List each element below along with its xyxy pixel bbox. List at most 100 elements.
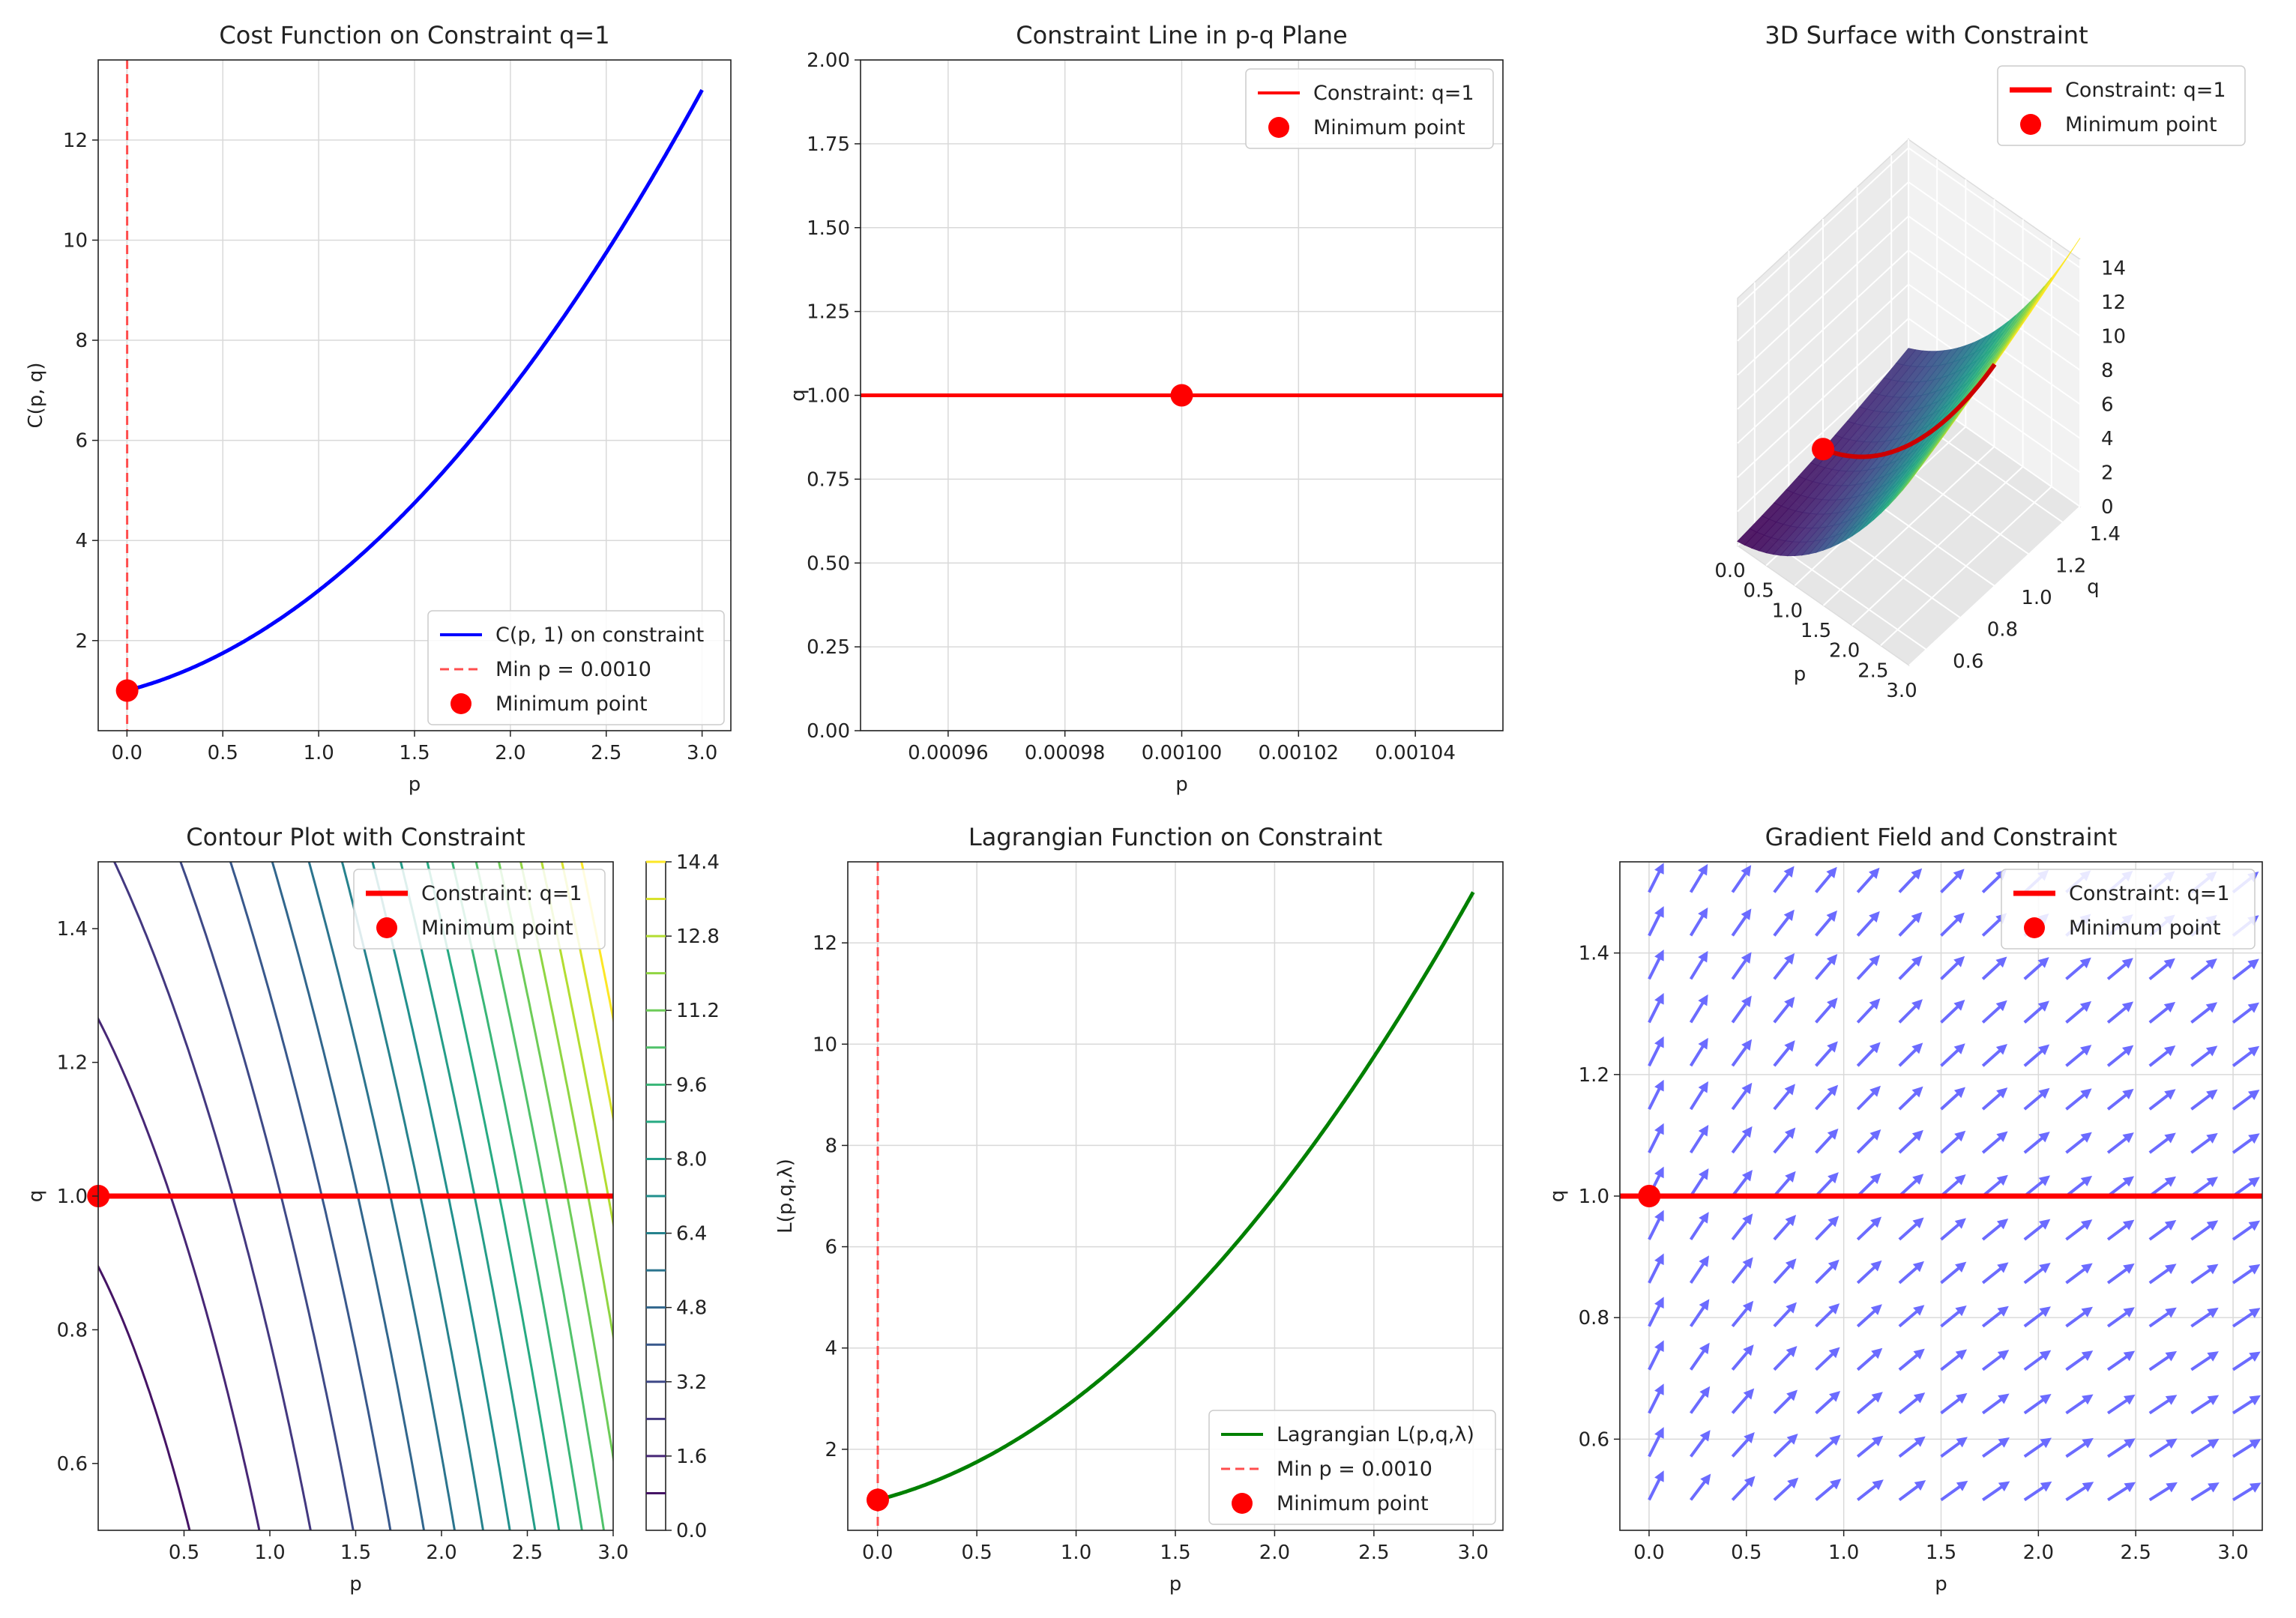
gradient-arrow-shaft xyxy=(2065,961,2087,980)
gradient-arrow-shaft xyxy=(1689,869,1705,893)
z-tick-label: 14 xyxy=(2101,257,2126,280)
gradient-arrow-head xyxy=(1911,955,1923,967)
gradient-arrow-head xyxy=(1699,1299,1710,1311)
gradient-arrow-head xyxy=(2079,957,2091,969)
colorbar-tick-label: 12.8 xyxy=(676,926,720,948)
wall-gridline xyxy=(1908,147,2081,269)
gradient-arrow-head xyxy=(1998,1393,2010,1404)
x-tick-label: 3.0 xyxy=(1886,680,1917,702)
x-axis-label: p xyxy=(1794,663,1807,686)
gradient-arrow-head xyxy=(1698,1081,1709,1093)
gradient-arrow-shaft xyxy=(1648,1476,1662,1501)
gradient-arrow-head xyxy=(2037,957,2049,968)
chart-title: 3D Surface with Constraint xyxy=(1765,21,2088,49)
gradient-arrow-shaft xyxy=(1940,873,1960,893)
gradient-arrow-shaft xyxy=(2106,1397,2130,1415)
gradient-arrow-head xyxy=(2082,1437,2094,1449)
gradient-arrow-shaft xyxy=(1815,1176,1835,1198)
surface-facet xyxy=(1895,348,1917,366)
gradient-arrow-shaft xyxy=(2065,1092,2088,1111)
gradient-arrow-shaft xyxy=(2106,1048,2129,1067)
gradient-arrow-shaft xyxy=(1773,1306,1793,1328)
gradient-arrow-head xyxy=(1868,867,1880,879)
gradient-arrow-head xyxy=(1741,1170,1753,1182)
gradient-arrow-shaft xyxy=(2190,1441,2214,1458)
y-tick-label: 2 xyxy=(75,630,88,653)
gradient-arrow-head xyxy=(1741,952,1752,964)
x-axis-label: p xyxy=(349,1573,362,1596)
gradient-arrow-shaft xyxy=(2107,1485,2130,1502)
legend-dot-swatch xyxy=(2020,114,2041,135)
gradient-arrow-shaft xyxy=(2023,1353,2046,1371)
gradient-arrow-head xyxy=(2122,1045,2134,1056)
y-tick-label: 1.00 xyxy=(807,385,850,408)
gradient-arrow-head xyxy=(1911,868,1923,880)
gradient-arrow-shaft xyxy=(1815,1132,1835,1154)
gradient-arrow-shaft xyxy=(1856,1482,1879,1502)
gradient-arrow-head xyxy=(2165,1307,2177,1318)
gradient-arrow-shaft xyxy=(2065,1004,2087,1024)
gradient-arrow-head xyxy=(2249,1439,2262,1449)
gradient-arrow-head xyxy=(1872,1435,1884,1446)
gradient-arrow-head xyxy=(2248,1133,2260,1144)
gradient-arrow-shaft xyxy=(1981,873,2003,893)
gradient-arrow-head xyxy=(1954,1130,1966,1142)
y-tick-label: 0.8 xyxy=(1987,618,2018,641)
y-tick-label: 1.2 xyxy=(1579,1064,1609,1087)
gradient-arrow-shaft xyxy=(1773,1175,1792,1198)
colorbar-tick-label: 9.6 xyxy=(676,1074,707,1096)
gradient-arrow-shaft xyxy=(2148,1267,2172,1285)
colorbar-tick-label: 0.0 xyxy=(676,1520,707,1542)
gradient-arrow-shaft xyxy=(2232,1485,2256,1502)
gradient-arrow-shaft xyxy=(1815,1350,1836,1371)
contour-line xyxy=(98,1264,191,1530)
gradient-arrow-head xyxy=(1786,1302,1797,1314)
gradient-arrow-shaft xyxy=(1982,1484,2005,1502)
gradient-arrow-shaft xyxy=(1773,1350,1793,1371)
gradient-arrow-head xyxy=(2165,1264,2177,1275)
gradient-arrow-head xyxy=(1787,1477,1799,1489)
gradient-arrow-head xyxy=(2038,1087,2050,1099)
gradient-arrow-shaft xyxy=(1981,1178,2004,1198)
z-tick-label: 0 xyxy=(2101,496,2114,519)
gradient-arrow-shaft xyxy=(2106,1222,2130,1241)
gradient-arrow-head xyxy=(2249,1482,2262,1493)
gradient-arrow-shaft xyxy=(1689,1087,1706,1111)
gradient-arrow-head xyxy=(1699,1342,1710,1355)
chart-p2: 0.00096 0.00098 0.00100 0.00102 0.00104 0.00 0… xyxy=(787,21,1504,796)
gradient-arrow-shaft xyxy=(2148,1048,2171,1067)
gradient-arrow-shaft xyxy=(2232,1223,2256,1241)
x-tick-label: 3.0 xyxy=(597,1542,628,1564)
gradient-arrow-head xyxy=(2205,959,2217,970)
gradient-arrow-shaft xyxy=(1731,1262,1750,1285)
gradient-arrow-shaft xyxy=(2148,1223,2172,1241)
gradient-arrow-shaft xyxy=(2232,962,2255,980)
y-axis-label: q xyxy=(25,1190,47,1203)
legend-label: Min p = 0.0010 xyxy=(495,658,651,681)
gradient-arrow-shaft xyxy=(1689,1174,1706,1198)
gradient-arrow-shaft xyxy=(2190,1048,2213,1067)
gradient-arrow-head xyxy=(1953,956,1965,968)
legend-label: Constraint: q=1 xyxy=(421,882,582,905)
gradient-arrow-head xyxy=(1785,1171,1796,1183)
legend-label: Constraint: q=1 xyxy=(2069,882,2230,905)
gradient-arrow-head xyxy=(1998,1437,2010,1448)
y-tick-label: 0.25 xyxy=(807,636,850,659)
y-tick-label: 1.4 xyxy=(57,918,88,941)
gradient-arrow-shaft xyxy=(1940,1308,1962,1328)
z-tick-label: 12 xyxy=(2101,292,2126,314)
gradient-arrow-shaft xyxy=(1689,1261,1707,1284)
gradient-arrow-shaft xyxy=(1731,1087,1750,1111)
chart-p6: 0.0 0.5 1.0 1.5 2.0 2.5 3.0 0.6 0.8 1.0 1.2 1.4 Grad… xyxy=(1546,823,2263,1596)
gradient-arrow-head xyxy=(2208,1482,2220,1493)
gradient-arrow-shaft xyxy=(1898,1177,1920,1198)
y-tick-label: 1.0 xyxy=(1579,1186,1609,1208)
gradient-arrow-head xyxy=(1870,1304,1882,1315)
gradient-arrow-shaft xyxy=(1773,1045,1792,1067)
legend-label: Min p = 0.0010 xyxy=(1277,1458,1432,1481)
wall-gridline xyxy=(1908,250,2081,371)
gradient-arrow-head xyxy=(1654,992,1664,1005)
gradient-arrow-head xyxy=(1742,1213,1753,1225)
gradient-arrow-head xyxy=(2206,1264,2219,1275)
axes-frame xyxy=(860,59,1504,731)
